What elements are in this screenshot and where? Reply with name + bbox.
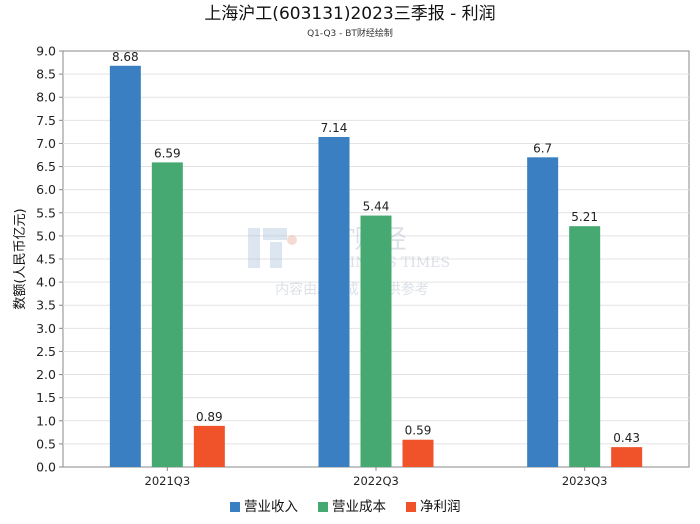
data-label: 0.89: [196, 410, 223, 424]
bar: [527, 157, 559, 468]
watermark-logo-block: [248, 228, 260, 268]
y-tick-label: 9.0: [36, 44, 56, 59]
y-tick-label: 4.0: [36, 275, 56, 290]
data-label: 6.59: [154, 146, 181, 160]
legend: 营业收入 营业成本 净利润: [230, 499, 461, 515]
bar: [569, 226, 601, 467]
y-tick-label: 2.5: [36, 344, 56, 359]
bar: [318, 136, 350, 467]
bar: [193, 425, 225, 467]
legend-swatch: [230, 502, 240, 512]
watermark-note: 内容由AI生成，仅供参考: [275, 281, 429, 298]
y-tick-label: 5.0: [36, 228, 56, 243]
y-tick-label: 3.5: [36, 298, 56, 313]
y-tick-label: 3.0: [36, 321, 56, 336]
data-label: 5.21: [571, 210, 598, 224]
chart-subtitle: Q1-Q3 - BT财经绘制: [307, 27, 393, 39]
legend-swatch: [406, 502, 416, 512]
data-label: 5.44: [363, 200, 390, 214]
bar: [611, 447, 643, 467]
y-tick-label: 8.5: [36, 67, 56, 82]
y-tick-label: 0.0: [36, 460, 56, 475]
data-label: 6.7: [533, 141, 552, 155]
y-tick-label: 6.0: [36, 182, 56, 197]
bar: [109, 65, 141, 468]
x-tick-label: 2022Q3: [353, 474, 399, 488]
x-axis-labels: 2021Q3 2022Q3 2023Q3: [145, 467, 608, 488]
bar: [151, 162, 183, 467]
bar: [360, 215, 392, 467]
chart-title: 上海沪工(603131)2023三季报 - 利润: [204, 4, 495, 24]
data-label: 8.68: [112, 50, 139, 64]
y-tick-label: 1.5: [36, 390, 56, 405]
bar: [402, 439, 434, 467]
x-tick-label: 2021Q3: [145, 474, 191, 488]
y-axis-label: 数额(人民币亿元): [13, 208, 28, 309]
y-tick-label: 0.5: [36, 436, 56, 451]
y-tick-label: 1.0: [36, 413, 56, 428]
y-tick-label: 7.0: [36, 136, 56, 151]
y-tick-label: 5.5: [36, 205, 56, 220]
legend-label: 营业收入: [244, 499, 298, 515]
y-tick-label: 7.5: [36, 113, 56, 128]
watermark-logo-block: [263, 228, 287, 240]
y-tick-label: 8.0: [36, 90, 56, 105]
legend-label: 净利润: [420, 499, 461, 515]
y-tick-label: 6.5: [36, 159, 56, 174]
y-tick-label: 2.0: [36, 367, 56, 382]
watermark-logo-dot: [287, 235, 297, 245]
y-axis-ticks: 0.0 0.5 1.0 1.5 2.0 2.5 3.0 3.5 4.0 4.5 5.0 5.5 6.0 6…: [36, 44, 63, 475]
data-label: 0.43: [613, 431, 640, 445]
legend-label: 营业成本: [332, 499, 386, 515]
watermark-logo-block: [270, 242, 282, 268]
data-label: 0.59: [405, 424, 432, 438]
data-label: 7.14: [321, 121, 348, 135]
x-tick-label: 2023Q3: [562, 474, 608, 488]
bar-series: 8.68 6.59 0.89 7.14 5.44 0.59 6.7 5.21 0.43: [109, 50, 643, 468]
y-tick-label: 4.5: [36, 252, 56, 267]
legend-swatch: [318, 502, 328, 512]
